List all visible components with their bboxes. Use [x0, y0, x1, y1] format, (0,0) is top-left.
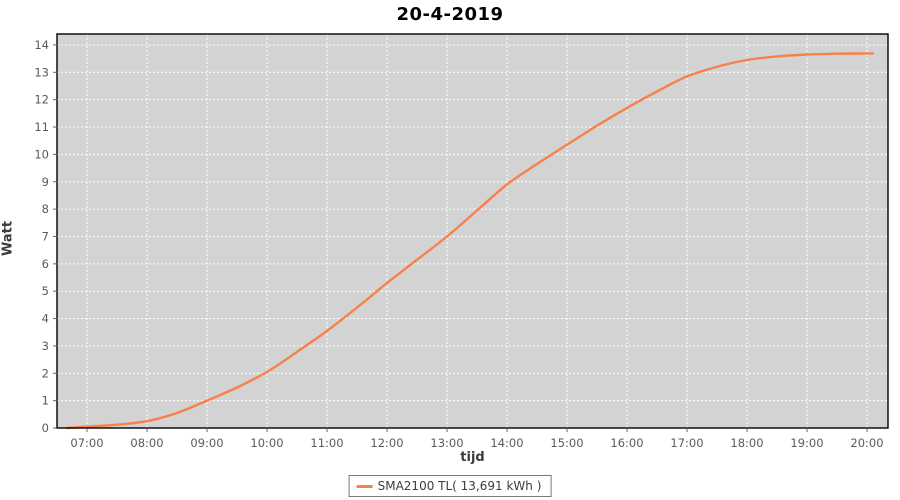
plot-border: [56, 33, 889, 429]
y-tick-label: 14: [34, 38, 49, 52]
legend: SMA2100 TL( 13,691 kWh ): [348, 475, 552, 497]
y-tick-label: 8: [42, 202, 49, 216]
y-tick-label: 3: [42, 339, 49, 353]
y-tick-label: 0: [42, 421, 49, 435]
y-tick-label: 10: [34, 147, 49, 161]
x-tick-label: 07:00: [70, 436, 103, 450]
chart-title: 20-4-2019: [396, 4, 504, 25]
y-tick-label: 12: [34, 93, 49, 107]
y-tick-label: 9: [42, 175, 49, 189]
x-tick-label: 13:00: [430, 436, 463, 450]
x-tick-label: 18:00: [730, 436, 763, 450]
legend-label: SMA2100 TL( 13,691 kWh ): [377, 479, 542, 493]
y-tick-label: 1: [42, 394, 49, 408]
y-tick-label: 6: [42, 257, 49, 271]
x-tick-label: 10:00: [250, 436, 283, 450]
y-tick-label: 4: [42, 312, 49, 326]
x-tick-label: 20:00: [850, 436, 883, 450]
x-tick-label: 14:00: [490, 436, 523, 450]
series-color-swatch: [356, 484, 373, 488]
y-tick-label: 13: [34, 65, 49, 79]
x-tick-label: 16:00: [610, 436, 643, 450]
x-tick-label: 17:00: [670, 436, 703, 450]
x-tick-label: 15:00: [550, 436, 583, 450]
x-tick-label: 12:00: [370, 436, 403, 450]
x-tick-label: 11:00: [310, 436, 343, 450]
x-tick-label: 08:00: [130, 436, 163, 450]
series-line: [66, 52, 875, 430]
plot-background: [57, 34, 888, 428]
y-tick-label: 11: [34, 120, 49, 134]
x-axis-label: tijd: [460, 450, 485, 465]
x-tick-label: 19:00: [790, 436, 823, 450]
y-axis-label: Watt: [0, 220, 16, 257]
y-tick-label: 7: [42, 229, 49, 243]
y-tick-label: 2: [42, 366, 49, 380]
y-tick-label: 5: [42, 284, 49, 298]
x-tick-label: 09:00: [190, 436, 223, 450]
